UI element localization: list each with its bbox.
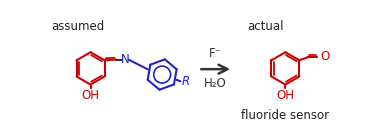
Text: OH: OH <box>82 89 99 102</box>
Text: H₂O: H₂O <box>204 77 227 90</box>
Text: R: R <box>182 75 190 88</box>
Text: F⁻: F⁻ <box>209 47 222 60</box>
Text: N: N <box>121 53 130 66</box>
Text: OH: OH <box>276 89 294 102</box>
Text: assumed: assumed <box>51 20 105 33</box>
Text: fluoride sensor: fluoride sensor <box>241 108 329 122</box>
Text: O: O <box>320 50 329 63</box>
Text: actual: actual <box>247 20 284 33</box>
